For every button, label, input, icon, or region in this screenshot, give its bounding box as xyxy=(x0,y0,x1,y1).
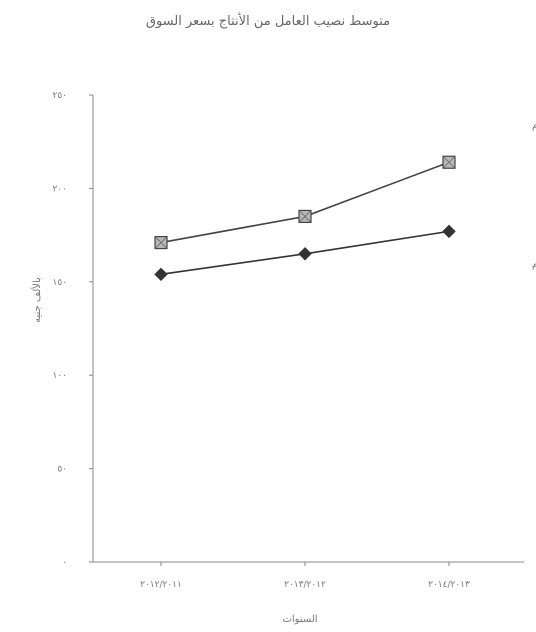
series-label: قطاع الأعمال العام xyxy=(532,257,536,270)
y-tick-label: ٥٠ xyxy=(57,465,67,475)
y-tick-label: ١٥٠ xyxy=(52,278,67,288)
data-point-diamond xyxy=(442,224,456,239)
x-tick-label: ٢٠١٣/٢٠١٢ xyxy=(284,580,326,590)
y-tick-label: ١٠٠ xyxy=(52,371,67,381)
data-point-square-hatch xyxy=(298,210,312,223)
x-axis-label: السنوات xyxy=(282,614,317,625)
y-tick-label: ٢٠٠ xyxy=(52,184,67,194)
chart-title: متوسط نصيب العامل من الأنتاج بسعر السوق xyxy=(145,14,391,29)
data-point-diamond xyxy=(298,247,312,261)
data-point-square-hatch xyxy=(154,236,168,249)
series-label: القطاع العام xyxy=(532,120,536,131)
y-tick-label: ٢٥٠ xyxy=(52,91,67,101)
y-axis-label: بالألف جنيه xyxy=(30,277,43,323)
x-tick-label: ٢٠١٢/٢٠١١ xyxy=(140,580,182,590)
data-point-diamond xyxy=(154,267,168,282)
x-tick-label: ٢٠١٤/٢٠١٣ xyxy=(428,580,470,590)
y-tick-label: ٠ xyxy=(62,558,67,568)
data-point-square-hatch xyxy=(442,155,456,169)
series-line xyxy=(160,161,450,244)
